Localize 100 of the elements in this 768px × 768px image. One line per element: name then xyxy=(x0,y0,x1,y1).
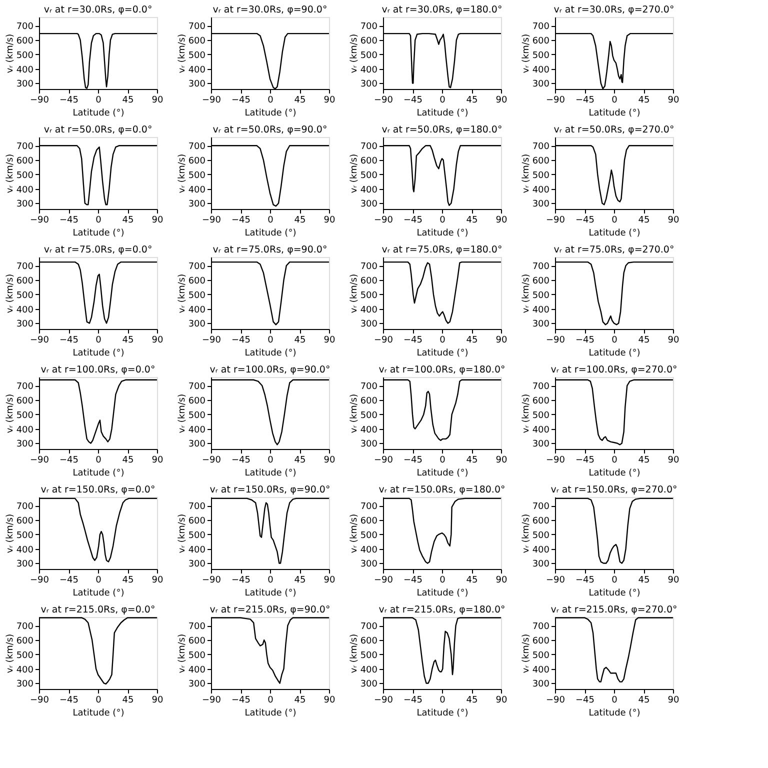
x-tick-label: 0 xyxy=(440,96,446,106)
y-tick-label: 600 xyxy=(360,396,378,407)
y-tick-label: 500 xyxy=(188,290,206,301)
x-tick-label: 45 xyxy=(466,216,478,226)
y-tick-label: 700 xyxy=(16,262,34,272)
y-tick-label: 400 xyxy=(188,305,206,316)
x-tick-label: −45 xyxy=(60,336,78,346)
y-tick-label: 600 xyxy=(532,36,550,47)
y-tick-label: 400 xyxy=(360,545,378,556)
x-tick-label: 90 xyxy=(496,456,508,466)
y-axis-title: vᵣ (km/s) xyxy=(521,34,532,74)
x-tick-label: −90 xyxy=(546,336,566,346)
y-tick-label: 700 xyxy=(188,22,206,32)
x-tick-label: −90 xyxy=(546,96,566,106)
x-tick-label: 0 xyxy=(96,216,102,226)
y-tick-label: 700 xyxy=(532,622,550,632)
y-tick-label: 500 xyxy=(532,530,550,541)
y-tick-label: 700 xyxy=(16,382,34,392)
x-tick-label: 45 xyxy=(294,216,306,226)
x-tick-label: −90 xyxy=(30,96,50,106)
x-tick-label: 90 xyxy=(668,696,680,706)
x-tick-label: 0 xyxy=(268,96,274,106)
chart-title: vᵣ at r=215.0Rs, φ=0.0° xyxy=(40,604,156,616)
y-tick-label: 600 xyxy=(16,36,34,47)
x-axis-title: Latitude (°) xyxy=(244,588,296,598)
y-tick-label: 300 xyxy=(16,80,34,90)
y-tick-label: 500 xyxy=(16,530,34,541)
y-tick-label: 700 xyxy=(360,22,378,32)
x-tick-label: 0 xyxy=(440,456,446,466)
x-tick-label: 90 xyxy=(496,576,508,586)
x-tick-label: −90 xyxy=(202,456,222,466)
x-tick-label: 45 xyxy=(122,336,134,346)
x-tick-label: 45 xyxy=(294,456,306,466)
x-axis-title: Latitude (°) xyxy=(416,468,468,478)
y-tick-label: 400 xyxy=(532,665,550,676)
y-tick-label: 500 xyxy=(360,50,378,61)
y-tick-label: 500 xyxy=(16,650,34,661)
x-axis-title: Latitude (°) xyxy=(244,708,296,718)
x-tick-label: 90 xyxy=(324,96,336,106)
y-tick-label: 400 xyxy=(188,425,206,436)
x-tick-label: 45 xyxy=(294,576,306,586)
y-tick-label: 700 xyxy=(532,262,550,272)
x-tick-label: 90 xyxy=(152,456,164,466)
y-tick-label: 300 xyxy=(532,320,550,330)
x-axis-title: Latitude (°) xyxy=(72,228,124,238)
y-tick-label: 300 xyxy=(360,440,378,450)
x-tick-label: 0 xyxy=(612,216,618,226)
y-tick-label: 600 xyxy=(188,516,206,527)
x-tick-label: 0 xyxy=(268,576,274,586)
x-tick-label: −45 xyxy=(576,576,594,586)
x-tick-label: −45 xyxy=(404,216,422,226)
y-tick-label: 400 xyxy=(188,545,206,556)
x-tick-label: 90 xyxy=(324,216,336,226)
y-tick-label: 300 xyxy=(360,560,378,570)
y-tick-label: 300 xyxy=(188,80,206,90)
y-axis-title: vᵣ (km/s) xyxy=(5,394,16,434)
y-tick-label: 400 xyxy=(360,665,378,676)
y-tick-label: 600 xyxy=(188,636,206,647)
x-tick-label: 45 xyxy=(638,576,650,586)
x-tick-label: 0 xyxy=(268,336,274,346)
y-tick-label: 600 xyxy=(360,516,378,527)
chart-title: vᵣ at r=50.0Rs, φ=90.0° xyxy=(212,124,328,136)
y-tick-label: 700 xyxy=(188,382,206,392)
x-tick-label: −45 xyxy=(576,216,594,226)
y-tick-label: 700 xyxy=(532,22,550,32)
y-tick-label: 700 xyxy=(16,142,34,152)
x-tick-label: 0 xyxy=(96,96,102,106)
y-tick-label: 600 xyxy=(16,156,34,167)
chart-title: vᵣ at r=50.0Rs, φ=180.0° xyxy=(382,124,502,136)
x-tick-label: 45 xyxy=(638,456,650,466)
y-axis-title: vᵣ (km/s) xyxy=(521,274,532,314)
y-tick-label: 700 xyxy=(360,502,378,512)
x-tick-label: 45 xyxy=(466,456,478,466)
y-tick-label: 700 xyxy=(188,142,206,152)
x-axis-title: Latitude (°) xyxy=(416,228,468,238)
chart-title: vᵣ at r=215.0Rs, φ=270.0° xyxy=(550,604,678,616)
chart-title: vᵣ at r=75.0Rs, φ=180.0° xyxy=(382,244,502,256)
x-axis-title: Latitude (°) xyxy=(72,108,124,118)
y-tick-label: 700 xyxy=(360,142,378,152)
y-tick-label: 300 xyxy=(360,80,378,90)
y-tick-label: 300 xyxy=(188,320,206,330)
x-tick-label: 90 xyxy=(324,696,336,706)
y-tick-label: 400 xyxy=(360,65,378,76)
y-tick-label: 300 xyxy=(16,680,34,690)
x-axis-title: Latitude (°) xyxy=(416,708,468,718)
chart-title: vᵣ at r=50.0Rs, φ=0.0° xyxy=(44,124,152,136)
y-tick-label: 500 xyxy=(188,410,206,421)
chart-title: vᵣ at r=100.0Rs, φ=180.0° xyxy=(378,364,506,376)
y-tick-label: 600 xyxy=(532,396,550,407)
y-tick-label: 600 xyxy=(360,276,378,287)
y-tick-label: 500 xyxy=(532,290,550,301)
y-axis-title: vᵣ (km/s) xyxy=(349,394,360,434)
y-tick-label: 400 xyxy=(16,665,34,676)
x-axis-title: Latitude (°) xyxy=(72,708,124,718)
x-tick-label: 0 xyxy=(612,576,618,586)
x-tick-label: −90 xyxy=(202,216,222,226)
x-tick-label: −45 xyxy=(404,696,422,706)
x-tick-label: 0 xyxy=(96,576,102,586)
y-tick-label: 600 xyxy=(532,636,550,647)
chart-title: vᵣ at r=150.0Rs, φ=180.0° xyxy=(378,484,506,496)
